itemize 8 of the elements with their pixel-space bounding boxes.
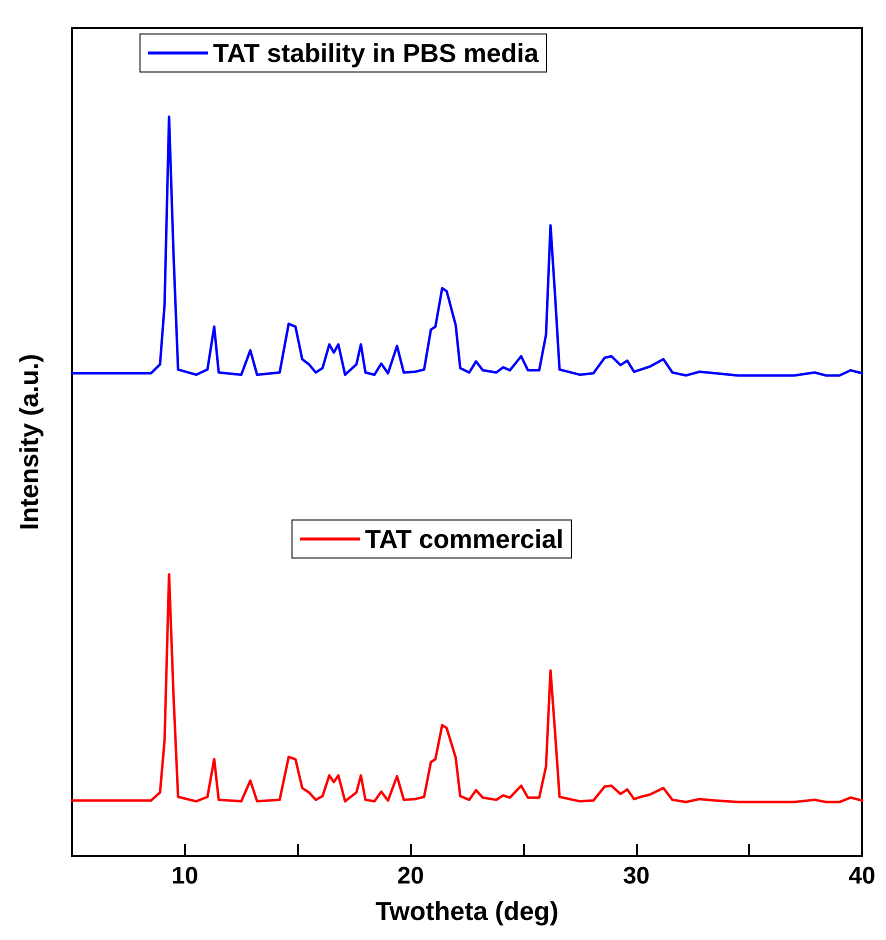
- x-axis-title: Twotheta (deg): [376, 896, 558, 926]
- x-tick-label: 20: [397, 862, 424, 890]
- x-tick-label: 10: [172, 862, 198, 890]
- x-tick-label: 30: [622, 862, 650, 890]
- y-axis-title: Intensity (a.u.): [14, 354, 44, 530]
- legend-label: TAT commercial: [365, 524, 564, 554]
- legend-label: TAT stability in PBS media: [213, 38, 540, 68]
- x-tick-label: 40: [848, 862, 876, 890]
